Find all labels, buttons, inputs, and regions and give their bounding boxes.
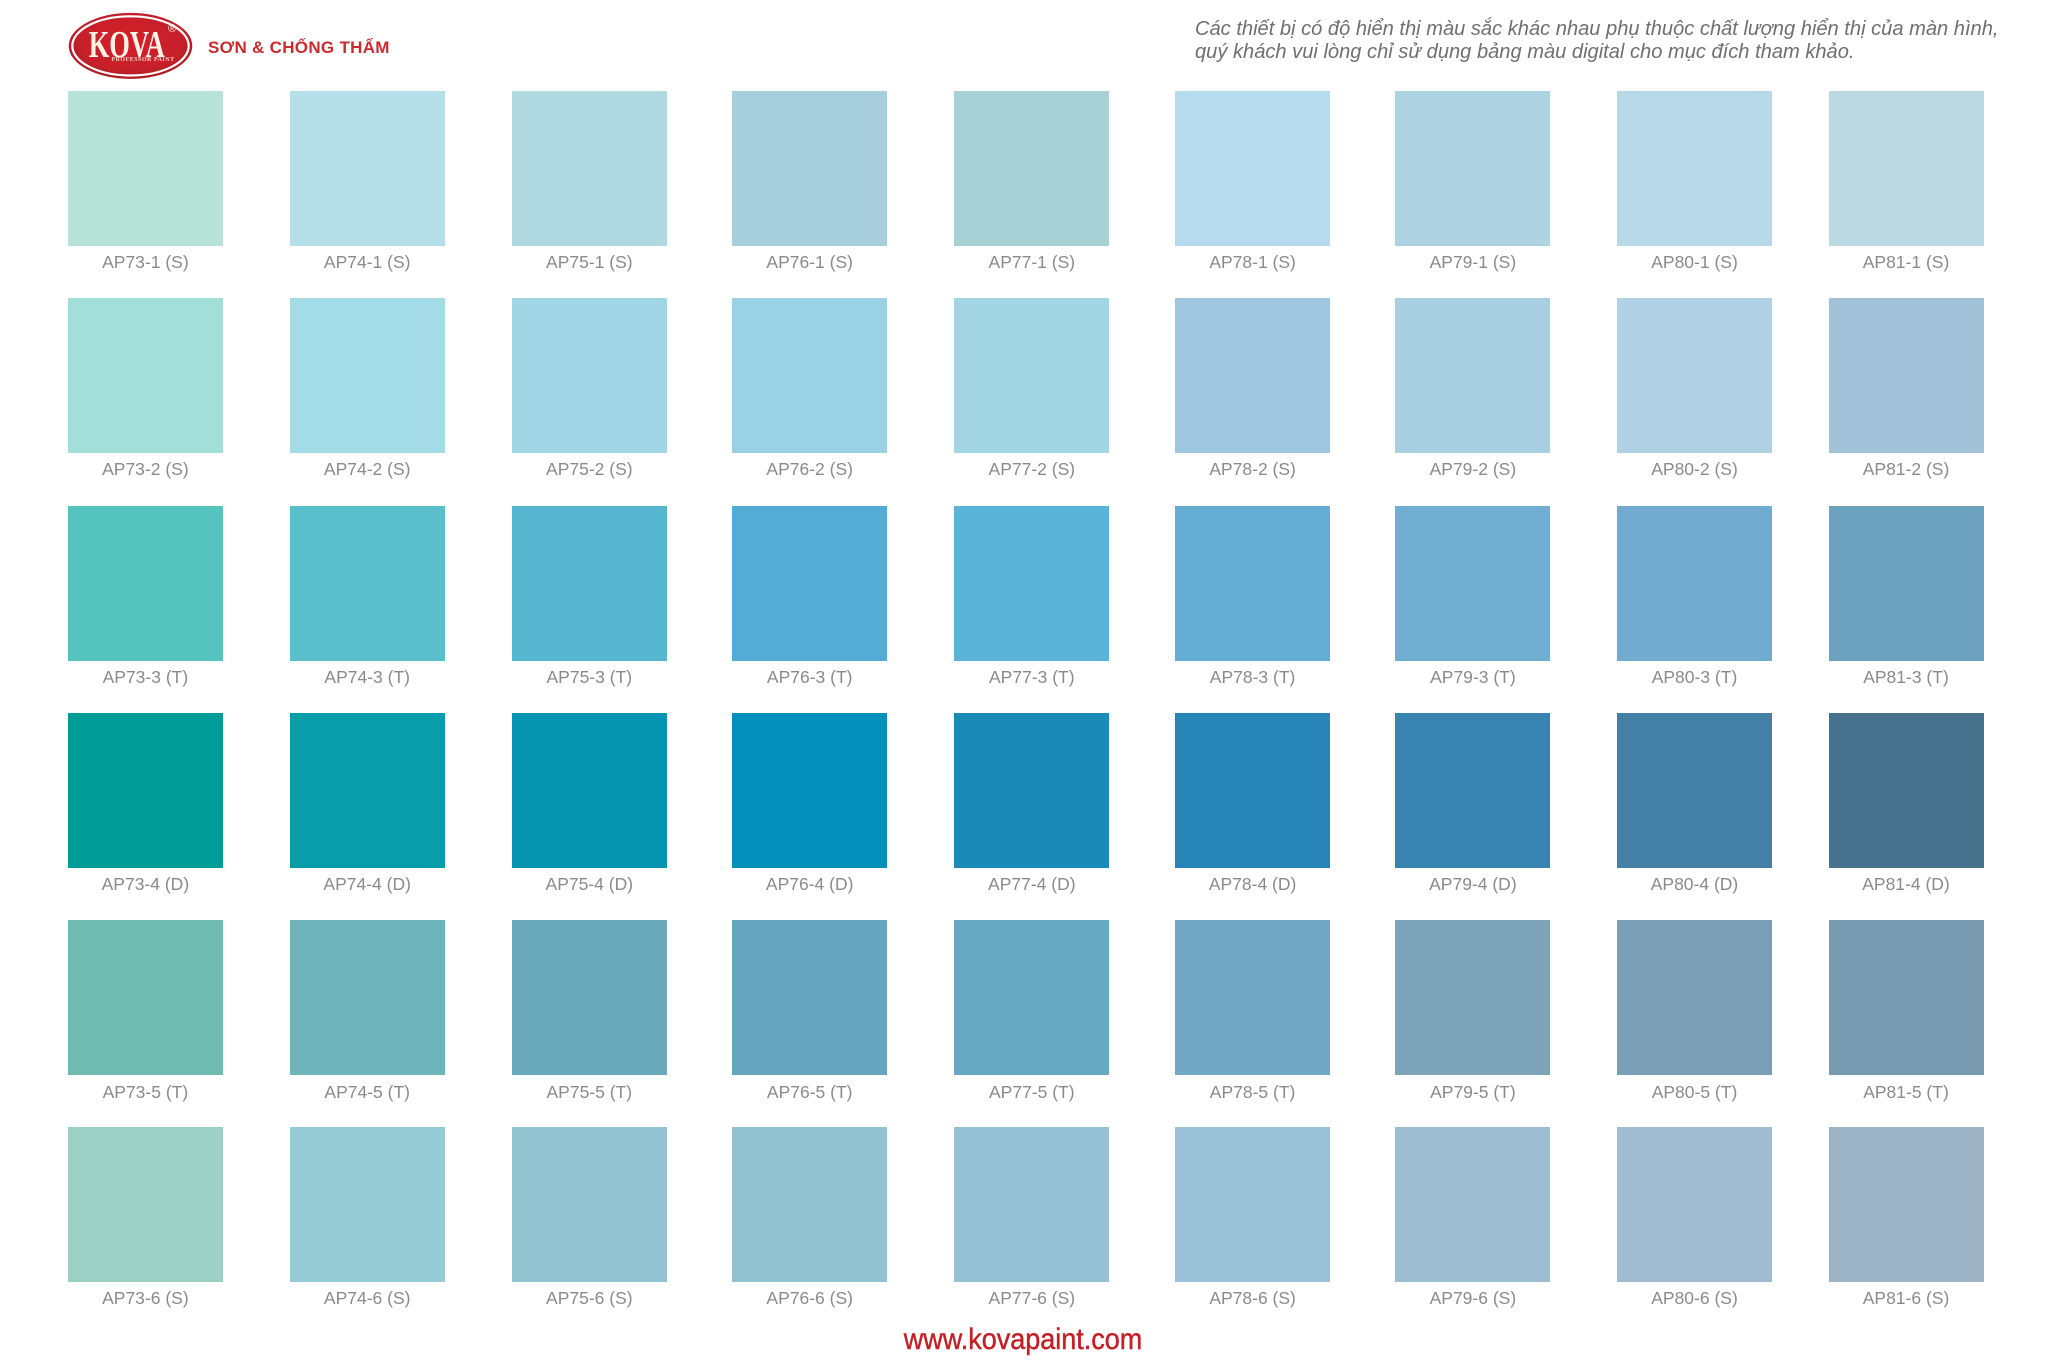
svg-text:PROFESSOR PAINT: PROFESSOR PAINT: [111, 57, 174, 63]
svg-text:KOVA: KOVA: [89, 24, 165, 66]
svg-text:®: ®: [168, 23, 176, 35]
